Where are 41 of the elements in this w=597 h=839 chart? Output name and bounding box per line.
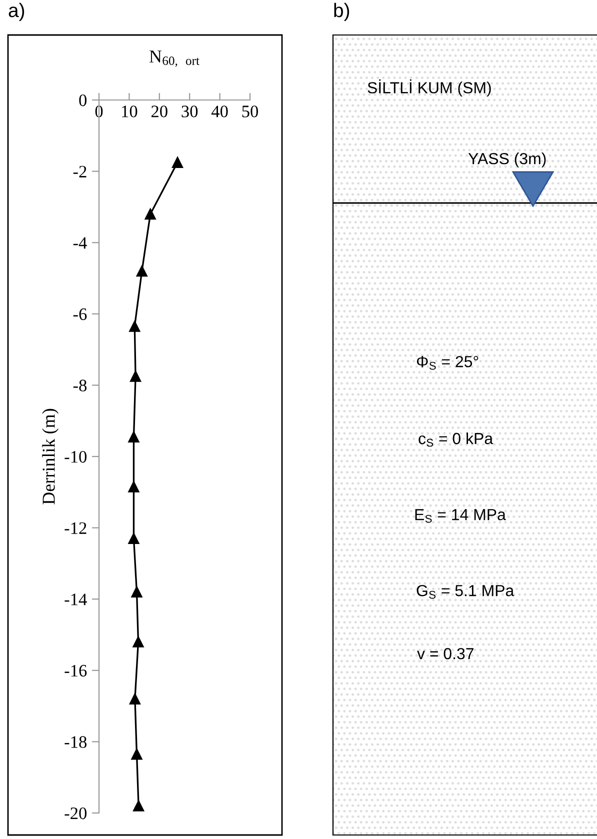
text: c$_{S}$ = 0 kPa [418, 432, 494, 447]
point [131, 748, 142, 760]
y-tick-label: -14 [64, 594, 87, 606]
chart-title: a) [8, 2, 24, 22]
point [131, 586, 142, 598]
point [133, 800, 144, 812]
x-tick-label: 10 [122, 106, 138, 118]
point [128, 532, 140, 544]
y-tick-label: -8 [73, 380, 87, 392]
point [129, 320, 140, 332]
y-axis-title: Derrinlik (m) [42, 408, 58, 504]
y-tick-label: -12 [64, 522, 86, 534]
y-tick-label: -6 [73, 308, 87, 320]
x-tick-label: 50 [242, 106, 258, 118]
text: G$_{S}$ = 5.1 MPa [416, 584, 514, 599]
x-tick-label: 20 [151, 106, 168, 118]
point [128, 481, 140, 492]
point [172, 156, 184, 168]
point [144, 208, 156, 220]
text: YASS (3m) [468, 152, 546, 168]
y-tick-label: 0 [79, 94, 87, 106]
x-axis-title: N$_{60, ort}$ [149, 50, 200, 67]
point [129, 693, 140, 704]
y-tick-label: -18 [64, 736, 87, 748]
text: Φ$_{S}$ = 25° [416, 356, 478, 370]
y-tick-label: -4 [73, 237, 87, 249]
x-tick-label: 0 [95, 106, 103, 118]
y-tick-label: -10 [64, 450, 87, 463]
text: v = 0.37 [417, 648, 474, 660]
y-tick-label: -2 [73, 166, 86, 178]
y-tick-label: -20 [64, 807, 87, 820]
text: SİLTLİ KUM (SM) [368, 79, 491, 97]
x-tick-label: 40 [211, 106, 228, 118]
point [130, 370, 142, 382]
text: E$_{S}$ = 14 MPa [415, 509, 506, 523]
point [136, 266, 148, 277]
x-tick-label: 30 [182, 106, 198, 118]
y-tick-label: -16 [64, 664, 87, 677]
point [128, 431, 140, 442]
point [132, 636, 144, 648]
text: b) [334, 2, 350, 22]
